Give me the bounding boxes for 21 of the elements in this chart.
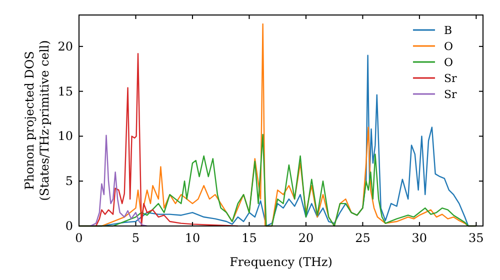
legend-label: Sr (444, 72, 458, 85)
y-tick-label: 5 (65, 174, 73, 188)
x-tick-label: 15 (242, 231, 257, 245)
legend-label: Sr (444, 88, 458, 101)
x-tick-label: 35 (468, 231, 484, 245)
y-tick-label: 15 (58, 84, 73, 98)
x-tick-label: 20 (298, 231, 314, 245)
x-axis-title: Frequency (THz) (230, 255, 332, 269)
legend-label: O (444, 56, 454, 69)
line-series (90, 134, 148, 227)
x-tick-label: 10 (184, 231, 200, 245)
y-tick-label: 10 (58, 129, 73, 144)
legend-label: O (444, 40, 454, 53)
y-tick-label: 0 (65, 219, 73, 233)
x-tick-label: 30 (412, 231, 428, 245)
x-tick-label: 5 (132, 231, 140, 245)
legend-label: B (444, 24, 452, 37)
x-tick-label: 25 (355, 231, 370, 245)
y-axis-title: Phonon projected DOS (States/THz·primitive cell) (22, 40, 52, 201)
x-tick-label: 0 (75, 231, 83, 245)
y-tick-label: 20 (58, 39, 73, 54)
